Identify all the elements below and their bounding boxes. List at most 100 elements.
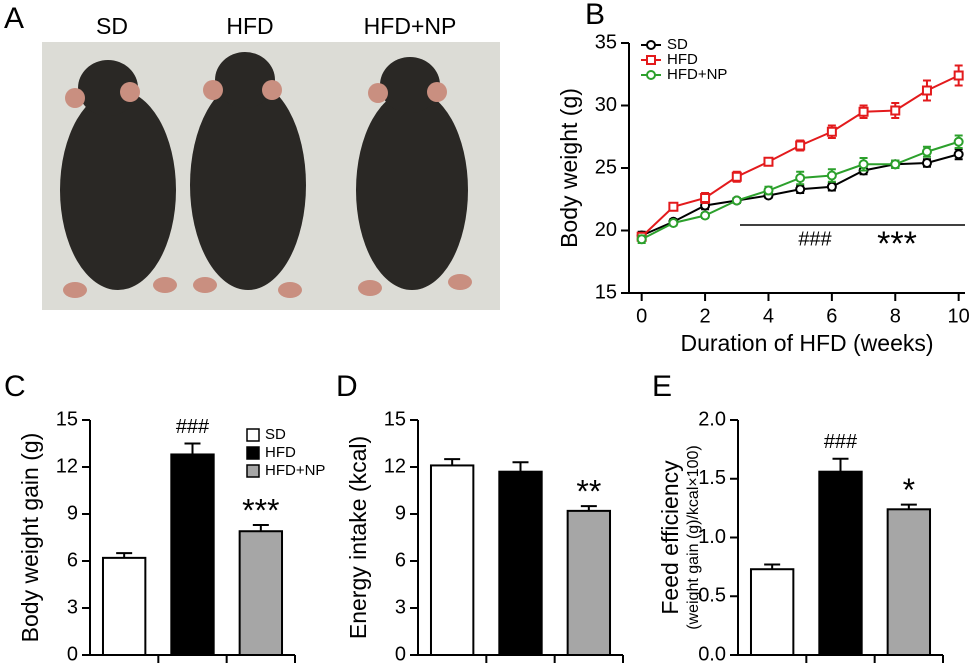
y-tick-label: 15 xyxy=(595,281,617,303)
panel-letter: A xyxy=(4,2,24,35)
y-tick-label: 12 xyxy=(56,455,78,477)
x-tick-label: 10 xyxy=(948,305,970,327)
marker xyxy=(700,193,711,203)
bar xyxy=(818,470,863,657)
marker xyxy=(890,159,901,170)
legend-marker xyxy=(646,40,656,50)
marker xyxy=(795,173,806,183)
marker xyxy=(921,146,932,157)
y-axis-label: Energy intake (kcal) xyxy=(345,436,371,639)
bar xyxy=(886,508,932,656)
bar xyxy=(429,464,475,656)
y-tick-label: 35 xyxy=(595,31,617,53)
y-tick-label: 1.5 xyxy=(698,467,726,489)
marker xyxy=(953,149,964,160)
x-axis-label: Duration of HFD (weeks) xyxy=(680,330,933,356)
legend-swatch xyxy=(246,428,260,442)
x-tick-label: 4 xyxy=(763,305,774,327)
error-bar xyxy=(832,457,849,472)
marker xyxy=(826,126,837,137)
marker xyxy=(890,105,901,116)
x-tick-label: 2 xyxy=(700,305,711,327)
error-bar xyxy=(444,458,461,466)
y-axis-label: Body weight gain (g) xyxy=(17,433,43,643)
y-tick-label: 6 xyxy=(67,549,78,571)
y-tick-label: 1.0 xyxy=(698,526,726,548)
y-tick-label: 15 xyxy=(384,408,406,430)
annotation: * xyxy=(903,472,915,508)
y-tick-label: 12 xyxy=(384,455,406,477)
bar xyxy=(170,453,215,657)
y-tick-label: 9 xyxy=(395,502,406,524)
panel-letter: E xyxy=(652,370,672,403)
annotation: ### xyxy=(824,431,858,453)
x-tick-label: 0 xyxy=(636,305,647,327)
panel-letter: D xyxy=(336,370,358,403)
y-tick-label: 0.0 xyxy=(698,643,726,663)
marker xyxy=(795,140,806,151)
annotation: ### xyxy=(176,416,210,438)
legend-label: HFD+NP xyxy=(265,462,325,479)
y-axis-label: Feed efficiency xyxy=(657,460,683,615)
photo-label: HFD xyxy=(226,13,273,39)
marker xyxy=(731,195,742,206)
annotation: *** xyxy=(877,225,917,263)
y-tick-label: 0 xyxy=(67,643,78,663)
bar xyxy=(566,509,612,656)
mice xyxy=(60,52,468,290)
bar xyxy=(749,568,795,656)
marker xyxy=(763,185,774,196)
marker xyxy=(668,201,679,212)
y-tick-label: 0 xyxy=(395,643,406,663)
marker xyxy=(953,70,964,81)
legend-label: HFD xyxy=(265,444,296,461)
x-tick-label: 6 xyxy=(826,305,837,327)
marker xyxy=(858,159,869,170)
y-tick-label: 3 xyxy=(395,596,406,618)
legend-swatch xyxy=(246,464,260,478)
mouse-ears xyxy=(63,80,472,298)
marker xyxy=(700,210,711,221)
photo-label: HFD+NP xyxy=(364,13,457,39)
series-line xyxy=(641,153,959,237)
x-tick-label: 8 xyxy=(890,305,901,327)
legend-label: HFD+NP xyxy=(667,66,727,83)
y-tick-label: 3 xyxy=(67,596,78,618)
error-bar xyxy=(184,442,201,455)
marker xyxy=(858,106,869,117)
marker xyxy=(826,181,837,192)
marker xyxy=(826,170,837,181)
error-bar xyxy=(252,523,269,532)
y-tick-label: 6 xyxy=(395,549,406,571)
marker xyxy=(763,156,774,167)
panel-letter: C xyxy=(4,370,26,403)
legend-swatch xyxy=(246,446,260,460)
y-axis-label: Body weight (g) xyxy=(556,88,582,248)
y-tick-label: 30 xyxy=(595,94,617,116)
y-tick-label: 15 xyxy=(56,408,78,430)
legend-marker xyxy=(646,70,656,80)
y-tick-label: 20 xyxy=(595,219,617,241)
bar xyxy=(238,530,284,657)
marker xyxy=(921,85,932,96)
error-bar xyxy=(512,461,529,472)
panel-letter: B xyxy=(585,0,605,31)
marker xyxy=(636,234,647,245)
marker xyxy=(731,171,742,182)
y-tick-label: 2.0 xyxy=(698,408,726,430)
marker xyxy=(668,218,679,228)
marker xyxy=(795,184,806,195)
marker xyxy=(921,158,932,168)
y-tick-label: 25 xyxy=(595,156,617,178)
photo xyxy=(42,42,500,310)
bar xyxy=(101,556,147,656)
annotation: *** xyxy=(242,492,279,528)
marker xyxy=(953,136,964,147)
y-axis-sublabel: (weight gain (g)/kcal×100) xyxy=(685,445,702,630)
bar xyxy=(498,470,543,657)
y-tick-label: 9 xyxy=(67,502,78,524)
legend-marker xyxy=(646,55,656,65)
annotation: ### xyxy=(798,228,832,250)
legend-label: HFD xyxy=(667,51,698,68)
